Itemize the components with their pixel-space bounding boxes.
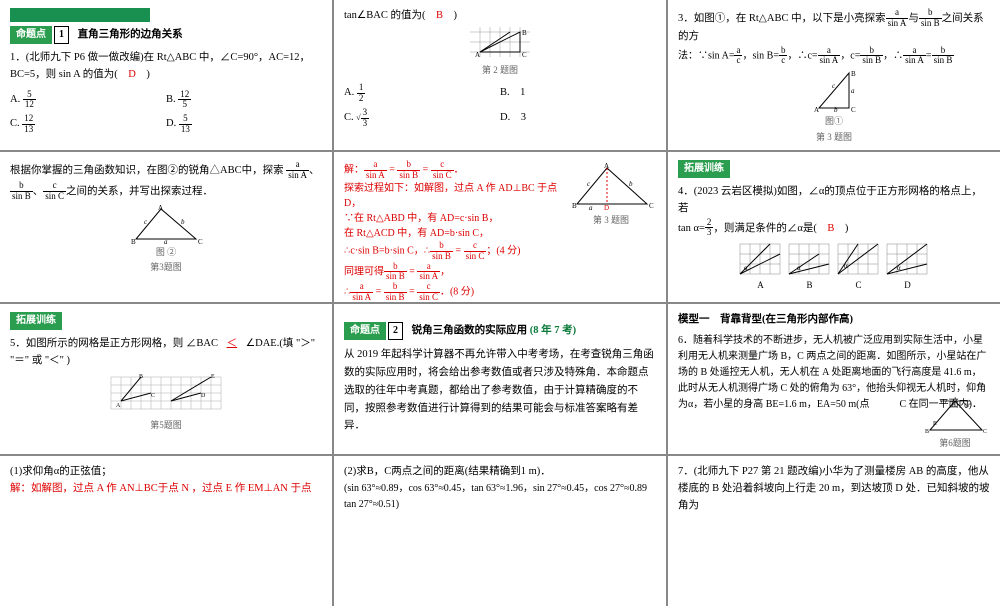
svg-text:63°: 63° — [964, 404, 971, 409]
svg-text:B: B — [925, 429, 929, 435]
cell-8: 命题点2 锐角三角函数的实际应用 (8 年 7 考) 从 2019 年起科学计算… — [334, 304, 666, 454]
svg-text:B: B — [139, 374, 143, 380]
topic2-desc: 从 2019 年起科学计算器不再允许带入中考考场，在考查锐角三角函数的实际应用时… — [344, 346, 656, 435]
cell-7: 拓展训练 5．如图所示的网格是正方形网格，则 ∠BAC ＜ ∠DAE.(填 "＞… — [0, 304, 332, 454]
cell-11: (2)求B，C两点之间的距离(结果精确到1 m)． (sin 63°≈0.89，… — [334, 456, 666, 606]
q4-options: αA αB αC αD — [678, 242, 990, 292]
svg-text:α: α — [897, 264, 901, 272]
cell-3: 3．如图①，在 Rt△ABC 中，以下是小亮探索asin A与bsin B之间关… — [668, 0, 1000, 150]
svg-text:c: c — [587, 180, 591, 188]
svg-text:b: b — [629, 180, 633, 188]
q3b-figure: ABC cba 图 ② 第3题图 — [10, 204, 322, 275]
q6-2-text: (2)求B，C两点之间的距离(结果精确到1 m)． — [344, 464, 656, 481]
q6-1-text: (1)求仰角α的正弦值； — [10, 464, 322, 481]
svg-text:A: A — [814, 106, 819, 113]
q6-figure: ABC E63° 第6题图 — [920, 395, 990, 450]
svg-text:A: A — [475, 51, 480, 59]
svg-text:B: B — [131, 238, 136, 244]
svg-text:α: α — [844, 262, 848, 270]
svg-text:E: E — [211, 374, 215, 380]
q3-method: 法：∵sin A=ac，sin B=bc，∴c=asin A，c=bsin B，… — [678, 46, 990, 67]
topic-title: 直角三角形的边角关系 — [78, 29, 183, 40]
topic-num: 1 — [54, 26, 69, 44]
extend-tag: 拓展训练 — [678, 160, 730, 178]
svg-text:C: C — [649, 202, 654, 210]
svg-text:α: α — [797, 264, 801, 272]
svg-text:D: D — [604, 204, 609, 212]
svg-text:C: C — [851, 106, 856, 113]
svg-text:C: C — [983, 429, 987, 435]
svg-text:B: B — [522, 29, 527, 37]
svg-text:E: E — [933, 421, 937, 427]
extend-tag-2: 拓展训练 — [10, 312, 62, 330]
svg-text:A: A — [116, 403, 121, 409]
svg-text:a: a — [851, 87, 855, 95]
q2-options: A. 12 B. 1 C. √33 D. 3 — [344, 81, 656, 131]
cell-5: 解：asin A = bsin B = csin C． 探索过程如下：如解图，过… — [334, 152, 666, 302]
cell-10: (1)求仰角α的正弦值； 解：如解图，过点 A 作 AN⊥BC于点 N ，过点 … — [0, 456, 332, 606]
model-title: 模型一 背靠背型(在三角形内部作高) — [678, 312, 990, 329]
svg-text:a: a — [589, 204, 593, 212]
cell-4: 根据你掌握的三角函数知识，在图②的锐角△ABC中，探索 asin A、 bsin… — [0, 152, 332, 302]
topic-tag-2: 命题点 — [344, 322, 386, 340]
svg-text:C: C — [522, 51, 527, 59]
cell-12: 7．(北师九下 P27 第 21 题改编)小华为了测量楼房 AB 的高度，他从楼… — [668, 456, 1000, 606]
svg-text:C: C — [198, 238, 203, 244]
cell-2: tan∠BAC 的值为( B ) ABC 第 2 题图 A. 12 B. 1 C… — [334, 0, 666, 150]
solution-text: 解：asin A = bsin B = csin C． 探索过程如下：如解图，过… — [344, 160, 560, 302]
q6-2-ref: (sin 63°≈0.89，cos 63°≈0.45，tan 63°≈1.96，… — [344, 481, 656, 513]
q1-options: A. 512 B. 125 C. 1213 D. 513 — [10, 88, 322, 138]
cell-1: 命题点1 直角三角形的边角关系 1．(北师九下 P6 做一做改编)在 Rt△AB… — [0, 0, 332, 150]
q2-figure: ABC 第 2 题图 — [344, 27, 656, 77]
q3-figure: ACB acb 图① 第 3 题图 — [678, 68, 990, 144]
svg-text:A: A — [604, 162, 609, 170]
q1-text: 1．(北师九下 P6 做一做改编)在 Rt△ABC 中，∠C=90°，AC=12… — [10, 50, 322, 84]
svg-text:D: D — [201, 393, 206, 399]
q3-text: 3．如图①，在 Rt△ABC 中，以下是小亮探索asin A与bsin B之间关… — [678, 8, 990, 46]
q5-text: 5．如图所示的网格是正方形网格，则 ∠BAC ＜ ∠DAE.(填 "＞" — [10, 336, 322, 353]
svg-text:b: b — [181, 218, 185, 226]
q5-figure: ABC DE 第5题图 — [10, 372, 322, 432]
topic-tag: 命题点 — [10, 26, 52, 44]
solution-figure: ABC D a cb 第 3 题图 — [566, 162, 656, 302]
topic-title-2: 锐角三角函数的实际应用 — [412, 325, 528, 336]
q4-text: 4．(2023 云岩区模拟)如图，∠α的顶点位于正方形网格的格点上，若 — [678, 184, 990, 218]
topic-num-2: 2 — [388, 322, 403, 340]
q2-text: tan∠BAC 的值为( B ) — [344, 8, 656, 25]
q7-text: 7．(北师九下 P27 第 21 题改编)小华为了测量楼房 AB 的高度，他从楼… — [678, 464, 990, 514]
svg-text:C: C — [151, 393, 155, 399]
cell-6: 拓展训练 4．(2023 云岩区模拟)如图，∠α的顶点位于正方形网格的格点上，若… — [668, 152, 1000, 302]
svg-text:A: A — [953, 397, 958, 403]
svg-text:b: b — [834, 106, 838, 113]
cell-9: 模型一 背靠背型(在三角形内部作高) 6．随着科学技术的不断进步，无人机被广泛应… — [668, 304, 1000, 454]
svg-text:B: B — [851, 70, 856, 78]
svg-text:α: α — [744, 264, 748, 272]
topic-note: (8 年 7 考) — [530, 325, 576, 336]
svg-text:A: A — [158, 204, 163, 212]
q6-1-sol: 解：如解图，过点 A 作 AN⊥BC于点 N ，过点 E 作 EM⊥AN 于点 — [10, 481, 322, 498]
svg-text:a: a — [164, 238, 168, 244]
svg-text:B: B — [572, 202, 577, 210]
q3b-text: 根据你掌握的三角函数知识，在图②的锐角△ABC中，探索 asin A、 — [10, 160, 322, 181]
